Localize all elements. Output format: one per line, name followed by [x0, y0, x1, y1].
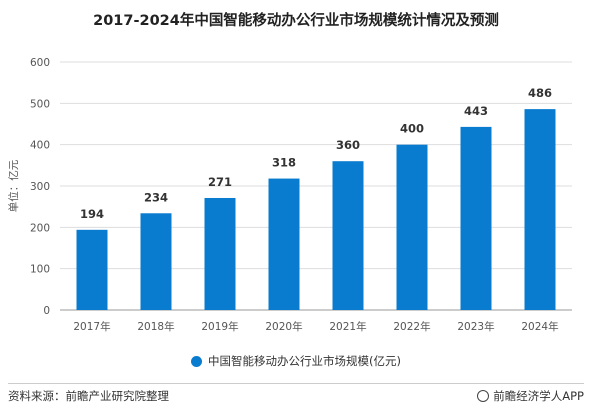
bar-value-label: 360 [336, 138, 360, 152]
y-tick-label: 600 [30, 57, 50, 69]
y-tick-label: 400 [30, 140, 50, 152]
data-labels: 194 234 271 318 360 400 443 486 [80, 86, 552, 221]
x-tick-label: 2021年 [329, 320, 366, 333]
bar [332, 161, 364, 310]
bar-value-label: 486 [528, 86, 552, 100]
y-tick-label: 500 [30, 98, 50, 110]
footer-brand-label: 前瞻经济学人APP [493, 389, 584, 403]
bar-value-label: 318 [272, 156, 296, 170]
y-tick-label: 100 [30, 264, 50, 276]
x-tick-label: 2023年 [457, 320, 494, 333]
bar-value-label: 194 [80, 207, 104, 221]
bar [396, 144, 428, 310]
legend-label: 中国智能移动办公行业市场规模(亿元) [208, 354, 401, 368]
bars [76, 109, 556, 311]
footer-source: 资料来源：前瞻产业研究院整理 [8, 389, 169, 403]
y-tick-label: 0 [43, 305, 50, 317]
bar [460, 126, 492, 310]
legend-marker [191, 355, 202, 367]
bar [268, 178, 300, 310]
bar-value-label: 443 [464, 104, 488, 118]
tick-labels: 0 100 200 300 400 500 600 2017年 2018年 2019年 2020年 2… [30, 57, 559, 333]
x-tick-label: 2024年 [521, 320, 558, 333]
x-tick-label: 2022年 [393, 320, 430, 333]
y-tick-label: 200 [30, 222, 50, 234]
legend: 中国智能移动办公行业市场规模(亿元) [0, 353, 592, 369]
bar-value-label: 271 [208, 175, 232, 189]
bar [76, 229, 108, 310]
footer-brand: 前瞻经济学人APP [477, 388, 584, 404]
bar [204, 197, 236, 310]
chart-title: 2017-2024年中国智能移动办公行业市场规模统计情况及预测 [93, 13, 499, 29]
bar [140, 213, 172, 310]
bar-value-label: 234 [144, 190, 168, 204]
x-tick-label: 2017年 [73, 320, 110, 333]
x-tick-label: 2020年 [265, 320, 302, 333]
bar [524, 109, 556, 311]
y-axis-label: 单位：亿元 [7, 159, 20, 212]
x-tick-label: 2019年 [201, 320, 238, 333]
x-tick-label: 2018年 [137, 320, 174, 333]
bar-value-label: 400 [400, 122, 424, 136]
footer-divider [8, 383, 584, 384]
grid-lines [60, 61, 572, 270]
brand-logo-icon [477, 390, 490, 402]
y-tick-label: 300 [30, 181, 50, 193]
